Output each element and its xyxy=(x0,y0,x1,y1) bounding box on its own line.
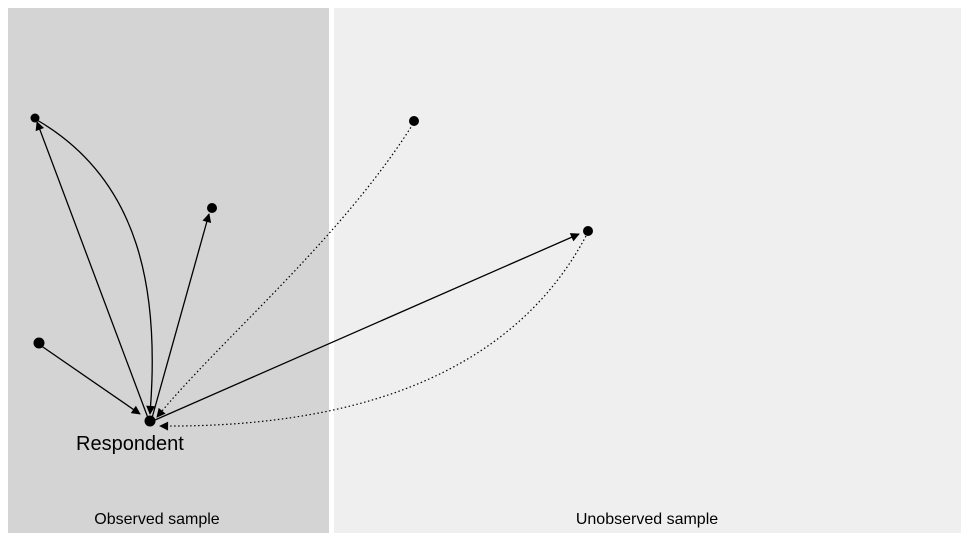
edge-node-top-left-to-respondent xyxy=(36,119,156,415)
node-top-left xyxy=(30,113,40,123)
respondent-label: Respondent xyxy=(76,433,184,455)
unobserved-sample-region xyxy=(334,8,961,533)
edge-respondent-to-node-mid xyxy=(151,213,212,419)
edge-respondent-to-node-top-left xyxy=(35,121,149,419)
unobserved-sample-label: Unobserved sample xyxy=(576,511,718,528)
observed-sample-region xyxy=(8,8,329,533)
node-unobserved-top xyxy=(409,116,419,126)
edge-node-left-to-respondent xyxy=(39,344,141,415)
observed-sample-label: Observed sample xyxy=(94,511,219,528)
node-right xyxy=(583,226,593,236)
edge-respondent-to-node-right xyxy=(154,233,580,421)
node-mid xyxy=(207,203,217,213)
node-respondent xyxy=(144,415,156,427)
edge-node-right-to-respondent xyxy=(159,235,587,431)
node-left xyxy=(33,337,45,349)
region-divider xyxy=(329,8,334,533)
edge-node-unobserved-top-to-respondent xyxy=(156,123,414,418)
